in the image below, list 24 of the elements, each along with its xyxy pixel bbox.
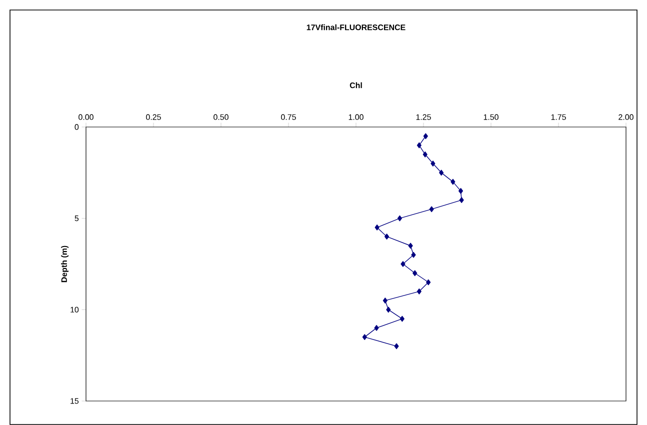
point [408,242,413,249]
point [386,306,391,313]
point [394,343,399,350]
point [374,325,379,331]
point [429,206,434,212]
point [384,234,390,240]
point [362,334,367,340]
point [426,279,431,286]
point [458,188,464,194]
point [459,197,464,204]
point [397,215,402,222]
point [400,261,406,267]
point [411,252,416,258]
point [416,288,422,294]
point [374,224,380,230]
point [439,170,444,176]
point [400,316,404,322]
point [416,142,422,148]
point [382,298,388,304]
point [423,133,428,140]
point [450,178,456,185]
point [422,151,428,158]
point [412,270,418,276]
point [430,160,436,166]
